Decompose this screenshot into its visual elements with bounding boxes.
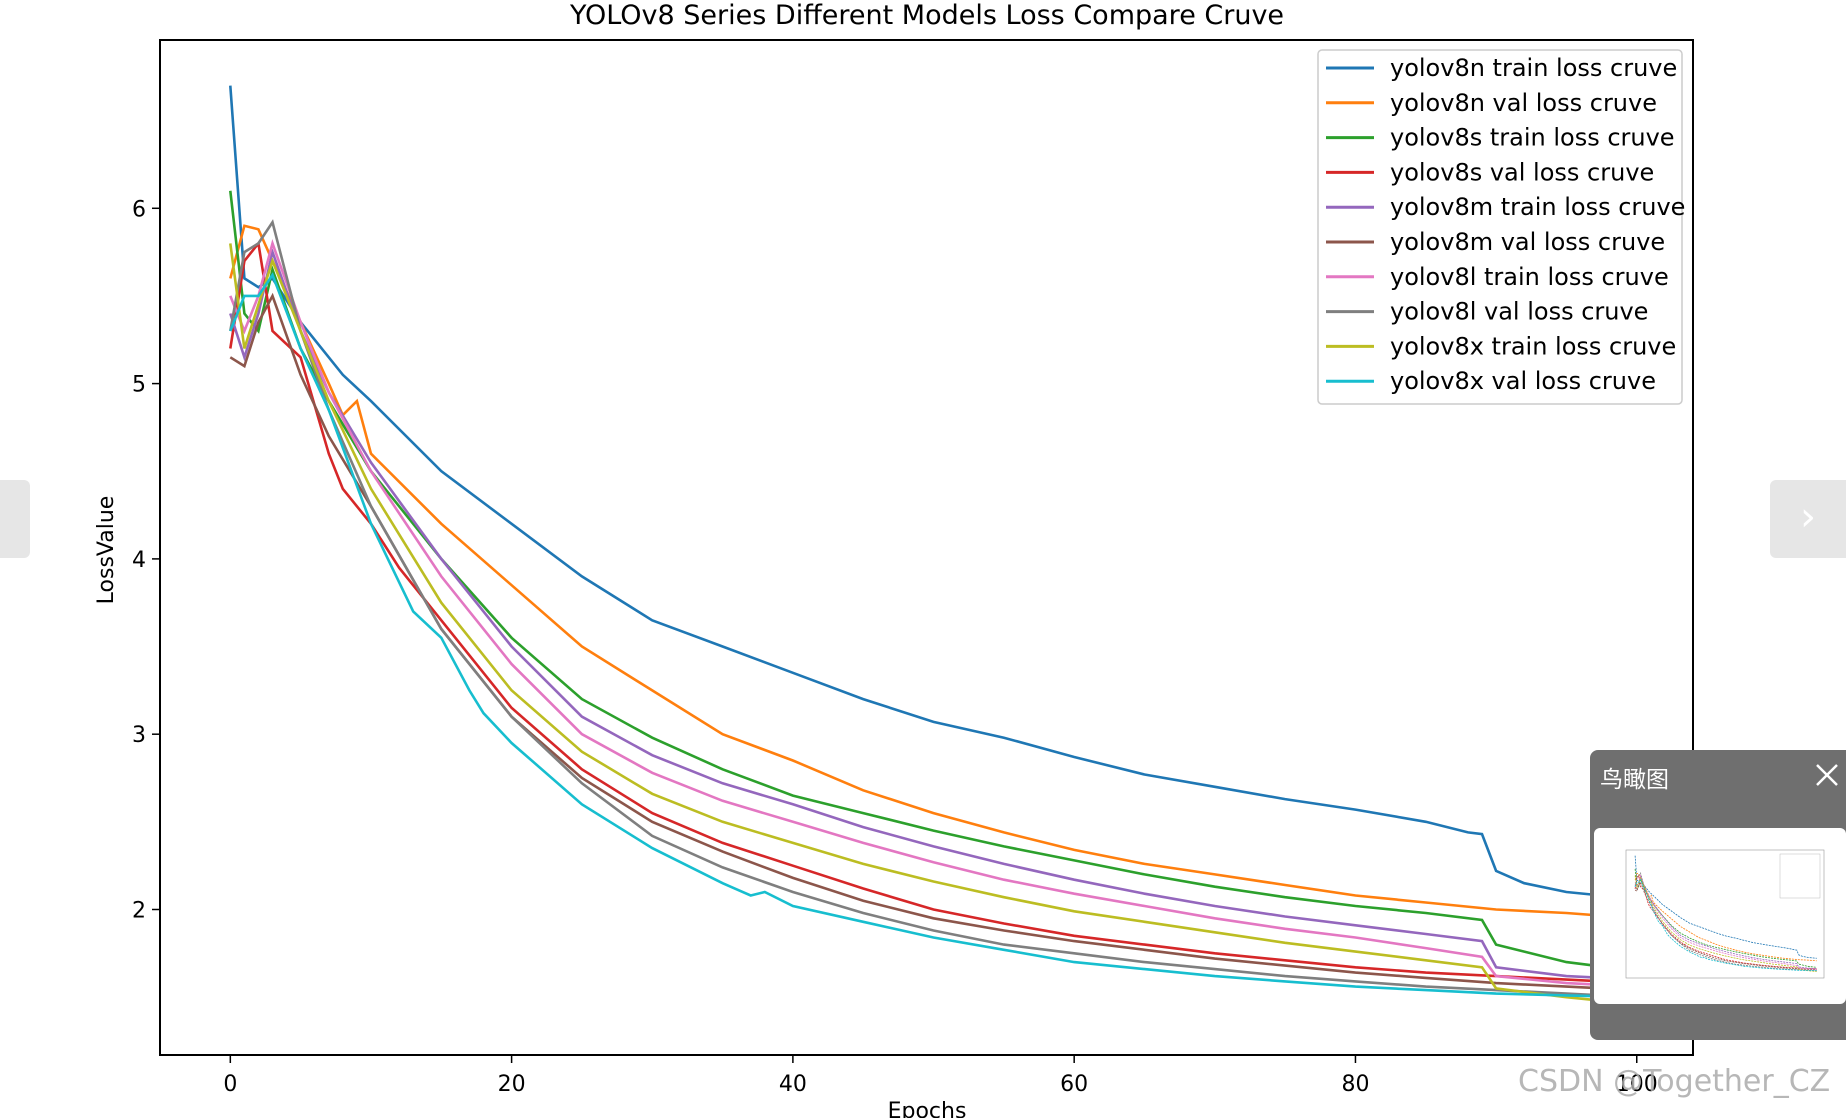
chart-title: YOLOv8 Series Different Models Loss Comp…	[569, 0, 1284, 31]
overview-thumbnail[interactable]	[1594, 828, 1846, 1004]
thumb-series-line-2	[1634, 868, 1817, 968]
x-tick-label-2: 40	[779, 1072, 807, 1097]
legend-label-3: yolov8s val loss cruve	[1390, 158, 1654, 186]
x-axis-label: Epochs	[888, 1099, 967, 1118]
thumb-series-line-7	[1634, 872, 1817, 972]
x-tick-label-3: 60	[1060, 1072, 1088, 1097]
chevron-right-icon: ›	[1800, 494, 1816, 540]
thumb-legend-box	[1779, 853, 1821, 899]
series-line-0	[229, 85, 1637, 901]
legend-label-5: yolov8m val loss cruve	[1390, 228, 1665, 256]
x-tick-label-4: 80	[1341, 1072, 1369, 1097]
thumb-plot-area	[1625, 849, 1825, 979]
next-image-button[interactable]: ›	[1770, 480, 1846, 558]
y-tick-label-3: 5	[132, 373, 146, 398]
x-tick-label-1: 20	[498, 1072, 526, 1097]
legend-label-2: yolov8s train loss cruve	[1390, 124, 1675, 152]
legend-label-4: yolov8m train loss cruve	[1390, 193, 1685, 221]
close-icon[interactable]	[1812, 760, 1842, 790]
axis-layer: 0 20 40 60 80 100 2 3 4 5 6	[132, 197, 1658, 1097]
y-tick-label-4: 6	[132, 197, 146, 222]
legend-label-6: yolov8l train loss cruve	[1390, 263, 1669, 291]
y-tick-label-1: 3	[132, 723, 146, 748]
thumb-series-line-6	[1634, 874, 1817, 970]
thumb-series-line-1	[1634, 872, 1817, 962]
overview-title: 鸟瞰图	[1600, 767, 1669, 793]
series-line-9	[229, 272, 1637, 999]
thumb-series-line-9	[1634, 878, 1817, 972]
thumb-series-line-5	[1634, 881, 1817, 971]
legend-label-9: yolov8x val loss cruve	[1390, 367, 1656, 395]
legend-box	[1317, 49, 1683, 405]
watermark: CSDN @Together_CZ	[1518, 1064, 1831, 1099]
previous-image-button[interactable]	[0, 480, 30, 558]
series-line-6	[229, 239, 1637, 988]
legend-label-7: yolov8l val loss cruve	[1390, 298, 1648, 326]
thumb-series-line-8	[1634, 875, 1817, 972]
thumb-series-line-0	[1634, 855, 1817, 959]
x-tick-label-0: 0	[223, 1072, 237, 1097]
series-line-3	[229, 240, 1637, 985]
series-layer	[229, 85, 1637, 1006]
overview-thumbnail-chart	[1625, 849, 1825, 979]
series-line-5	[229, 292, 1637, 992]
legend-label-0: yolov8n train loss cruve	[1390, 54, 1677, 82]
legend: yolov8n train loss cruve yolov8n val loss…	[1317, 49, 1685, 405]
y-tick-label-2: 4	[132, 548, 146, 573]
series-line-8	[229, 243, 1637, 1006]
legend-label-8: yolov8x train loss cruve	[1390, 332, 1676, 360]
y-axis-label: LossValue	[94, 496, 119, 605]
legend-label-1: yolov8n val loss cruve	[1390, 89, 1657, 117]
y-tick-label-0: 2	[132, 898, 146, 923]
overview-panel: 鸟瞰图	[1590, 750, 1846, 1040]
x-tick-label-5: 100	[1616, 1072, 1658, 1097]
